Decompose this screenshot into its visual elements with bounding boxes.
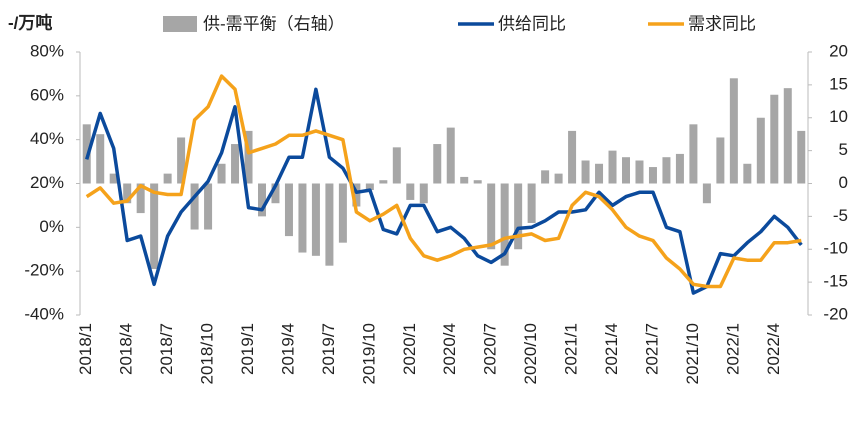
bar [271, 183, 280, 204]
bar [433, 144, 442, 184]
bar [648, 167, 657, 184]
y2-tick-label: -5 [833, 206, 848, 225]
y2-tick-label: -15 [823, 272, 848, 291]
bar [608, 150, 617, 184]
bar [109, 173, 118, 184]
bar [635, 160, 644, 184]
bar [783, 88, 792, 184]
x-tick-label: 2021/7 [642, 323, 661, 375]
y2-tick-label: 20 [829, 41, 848, 60]
line-series [85, 74, 802, 289]
x-tick-label: 2019/1 [238, 323, 257, 375]
x-tick-label: 2021/1 [562, 323, 581, 375]
bar [231, 144, 240, 184]
x-tick-label: 2019/4 [278, 323, 297, 375]
x-tick-label: 2020/7 [481, 323, 500, 375]
bar [595, 163, 604, 184]
bar [689, 124, 698, 184]
legend-label: 需求同比 [688, 14, 756, 33]
bar [123, 183, 132, 204]
bar [298, 183, 307, 253]
x-tick-label: 2021/10 [683, 323, 702, 384]
x-tick-label: 2018/4 [117, 323, 136, 375]
bar [136, 183, 145, 214]
y2-tick-label: -10 [823, 239, 848, 258]
bar [365, 183, 374, 191]
y-tick-label: -40% [24, 304, 64, 323]
legend-label: 供给同比 [498, 14, 566, 33]
x-tick-label: 2020/4 [440, 323, 459, 375]
x-tick-label: 2020/1 [400, 323, 419, 375]
bar [379, 180, 388, 184]
x-tick-label: 2018/1 [76, 323, 95, 375]
line-series [85, 87, 803, 295]
legend-swatch [163, 16, 197, 32]
bar [460, 176, 469, 184]
y-tick-label: 0% [39, 217, 64, 236]
x-tick-label: 2018/10 [198, 323, 217, 384]
bar [675, 153, 684, 184]
bar [743, 163, 752, 184]
bar [797, 130, 806, 184]
x-tick-label: 2022/4 [764, 323, 783, 375]
bar [729, 78, 738, 184]
bar [163, 173, 172, 184]
y-axis-label: -/万吨 [8, 12, 52, 32]
bar [622, 157, 630, 184]
bar [568, 130, 577, 184]
bar [473, 180, 482, 184]
x-tick-label: 2021/4 [602, 323, 621, 375]
x-tick-label: 2019/7 [319, 323, 338, 375]
bar [96, 134, 105, 184]
bar [311, 183, 320, 256]
y2-tick-label: 15 [829, 74, 848, 93]
y-tick-label: 40% [30, 129, 64, 148]
bar [325, 183, 334, 266]
bar [284, 183, 293, 237]
y-tick-label: -20% [24, 261, 64, 280]
bar [581, 160, 590, 184]
y-tick-label: 20% [30, 173, 64, 192]
bar [554, 173, 563, 184]
x-tick-label: 2020/10 [521, 323, 540, 384]
y-tick-label: 80% [30, 41, 64, 60]
y-tick-label: 60% [30, 85, 64, 104]
bar [527, 183, 536, 223]
bar [352, 183, 361, 207]
bar [756, 117, 765, 184]
y2-tick-label: 5 [839, 140, 848, 159]
y2-tick-label: 10 [829, 107, 848, 126]
bar [487, 183, 496, 250]
bar [406, 183, 415, 200]
legend-label: 供-需平衡（右轴） [203, 14, 345, 33]
bar [244, 130, 253, 184]
bar [702, 183, 711, 204]
bar [514, 183, 523, 250]
x-tick-label: 2019/10 [359, 323, 378, 384]
bar [338, 183, 347, 243]
bar [662, 157, 671, 184]
bar [258, 183, 266, 217]
y2-tick-label: 0 [839, 173, 848, 192]
bar [177, 137, 186, 184]
bar [204, 183, 213, 230]
bar [541, 170, 550, 184]
bar [500, 183, 509, 266]
bar [190, 183, 199, 230]
y2-tick-label: -20 [823, 304, 848, 323]
bar [419, 183, 428, 204]
bar [770, 94, 779, 184]
x-tick-label: 2018/7 [157, 323, 176, 375]
bar [150, 183, 159, 269]
x-tick-label: 2022/1 [723, 323, 742, 375]
bar [217, 163, 226, 184]
bar [716, 137, 725, 184]
bar [392, 147, 401, 184]
bar [446, 127, 455, 184]
